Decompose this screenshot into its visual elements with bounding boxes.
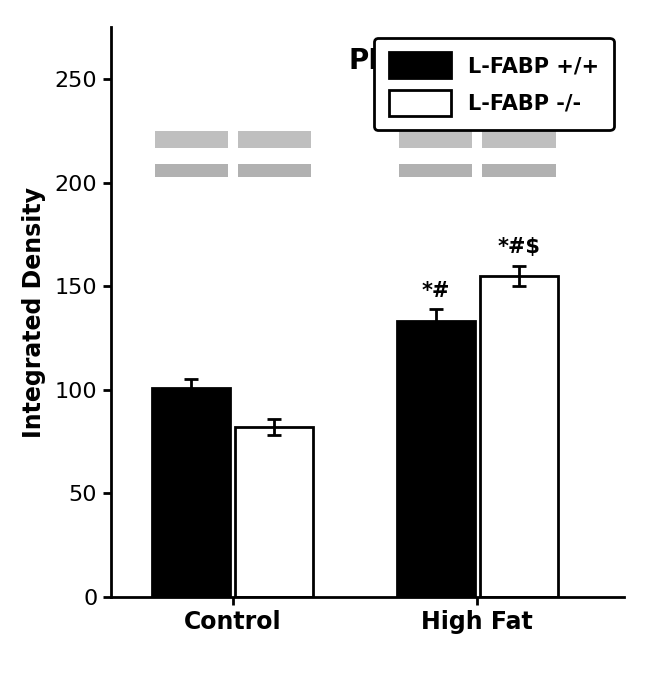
- Text: *#$: *#$: [497, 237, 540, 257]
- Legend: L-FABP +/+, L-FABP -/-: L-FABP +/+, L-FABP -/-: [374, 38, 614, 130]
- Bar: [482, 131, 556, 147]
- Bar: [235, 427, 313, 597]
- Bar: [238, 164, 311, 176]
- Bar: [238, 131, 311, 147]
- Bar: [155, 164, 228, 176]
- Bar: [396, 322, 475, 597]
- Text: PPARα: PPARα: [348, 47, 448, 75]
- Bar: [480, 276, 558, 597]
- Text: *#: *#: [422, 281, 450, 300]
- Bar: [152, 388, 230, 597]
- Bar: [155, 131, 228, 147]
- Y-axis label: Integrated Density: Integrated Density: [22, 187, 46, 438]
- Bar: [399, 131, 473, 147]
- Bar: [399, 164, 473, 176]
- Bar: [482, 164, 556, 176]
